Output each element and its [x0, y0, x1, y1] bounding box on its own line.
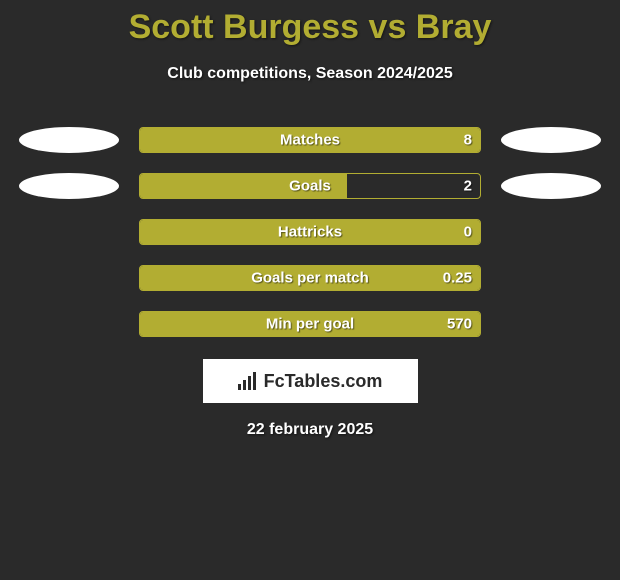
- stat-label: Hattricks: [278, 224, 342, 241]
- stat-value: 8: [464, 132, 472, 149]
- right-ellipse: [501, 127, 601, 153]
- stat-bar: Goals per match 0.25: [139, 265, 481, 291]
- chart-icon: [238, 372, 260, 390]
- stat-value: 2: [464, 178, 472, 195]
- stat-row: Matches 8: [0, 127, 620, 153]
- stat-value: 0: [464, 224, 472, 241]
- stat-value: 0.25: [443, 270, 472, 287]
- right-ellipse: [501, 173, 601, 199]
- stat-row: Goals 2: [0, 173, 620, 199]
- left-ellipse: [19, 127, 119, 153]
- page-subtitle: Club competitions, Season 2024/2025: [0, 65, 620, 83]
- stats-container: Matches 8 Goals 2 Hattricks 0 Goals per …: [0, 127, 620, 337]
- date-text: 22 february 2025: [0, 421, 620, 439]
- stat-value: 570: [447, 316, 472, 333]
- page-title: Scott Burgess vs Bray: [0, 0, 620, 47]
- stat-bar: Goals 2: [139, 173, 481, 199]
- stat-row: Min per goal 570: [0, 311, 620, 337]
- stat-bar: Matches 8: [139, 127, 481, 153]
- stat-label: Goals: [289, 178, 331, 195]
- stat-row: Hattricks 0: [0, 219, 620, 245]
- stat-label: Min per goal: [266, 316, 354, 333]
- stat-row: Goals per match 0.25: [0, 265, 620, 291]
- stat-label: Matches: [280, 132, 340, 149]
- stat-label: Goals per match: [251, 270, 369, 287]
- stat-bar: Min per goal 570: [139, 311, 481, 337]
- stat-bar: Hattricks 0: [139, 219, 481, 245]
- brand-badge: FcTables.com: [203, 359, 418, 403]
- left-ellipse: [19, 173, 119, 199]
- brand-text: FcTables.com: [264, 371, 383, 392]
